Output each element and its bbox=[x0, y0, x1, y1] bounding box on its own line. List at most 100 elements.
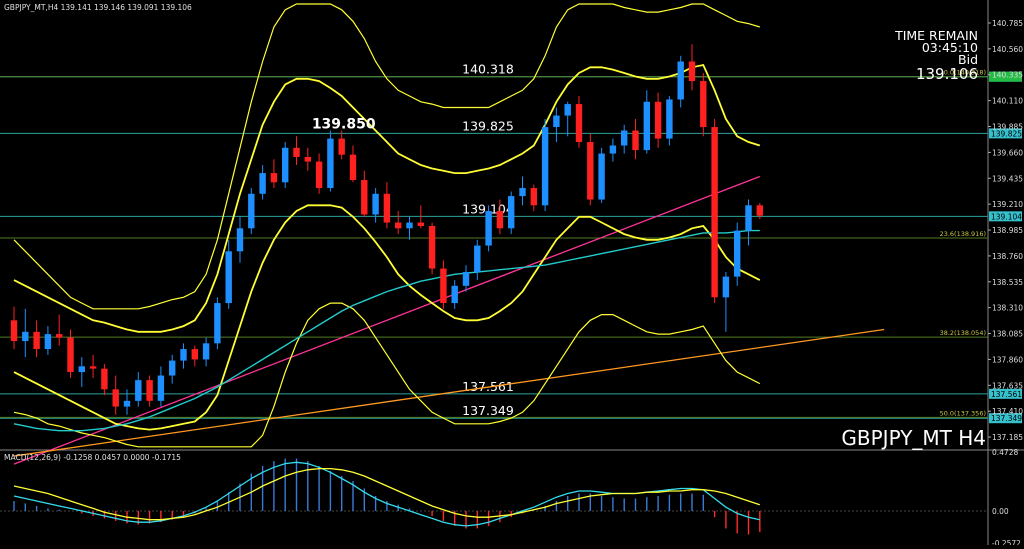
level-price-tag-text: 139.825 bbox=[991, 129, 1022, 138]
candle-body bbox=[745, 205, 752, 231]
candle-body bbox=[609, 145, 617, 154]
fib-label: 38.2(138.054) bbox=[940, 329, 986, 337]
candle-body bbox=[666, 99, 673, 139]
candle-body bbox=[180, 349, 187, 361]
moving-average bbox=[13, 229, 760, 432]
candle-body bbox=[327, 138, 334, 189]
macd-tick-label: 0.4728 bbox=[992, 448, 1018, 457]
candle-body bbox=[101, 368, 108, 390]
level-label: 140.318 bbox=[462, 62, 514, 77]
candle-body bbox=[451, 285, 458, 304]
candle-body bbox=[146, 380, 153, 401]
high-annotation: 139.850 bbox=[312, 117, 376, 133]
price-tick-label: 140.110 bbox=[992, 97, 1023, 106]
bid-label: Bid bbox=[958, 52, 978, 67]
candle-body bbox=[135, 380, 142, 401]
candle-body bbox=[632, 130, 639, 151]
price-tick-label: 138.535 bbox=[992, 278, 1023, 287]
candle-body bbox=[225, 251, 232, 304]
candle-body bbox=[293, 147, 300, 157]
level-price-tag-text: 137.349 bbox=[991, 414, 1022, 423]
candle-body bbox=[191, 349, 198, 360]
candle-body bbox=[711, 127, 718, 298]
price-tick-label: 138.985 bbox=[992, 226, 1023, 235]
bid-value: 139.106 bbox=[916, 65, 978, 83]
price-tick-label: 140.785 bbox=[992, 19, 1023, 28]
candle-body bbox=[282, 147, 289, 183]
price-tick-label: 137.410 bbox=[992, 407, 1023, 416]
macd-signal-line bbox=[13, 467, 761, 521]
candle-body bbox=[530, 188, 537, 206]
candle-body bbox=[10, 320, 18, 342]
bollinger-upper-inner bbox=[13, 63, 761, 333]
price-tick-label: 140.335 bbox=[992, 71, 1023, 80]
price-tick-label: 137.185 bbox=[992, 433, 1023, 442]
candle-body bbox=[734, 230, 741, 277]
candle-body bbox=[564, 104, 571, 116]
candle-body bbox=[474, 245, 481, 273]
level-price-tag bbox=[989, 211, 1022, 222]
candle-body bbox=[361, 179, 368, 215]
price-tick-label: 138.310 bbox=[992, 304, 1023, 313]
candle-body bbox=[553, 115, 560, 128]
candle-body bbox=[621, 130, 628, 146]
candle-body bbox=[248, 193, 255, 229]
symbol-watermark: GBPJPY_MT H4 bbox=[841, 426, 986, 450]
price-tick-label: 139.210 bbox=[992, 200, 1023, 209]
price-tick-label: 137.635 bbox=[992, 381, 1023, 390]
candle-body bbox=[541, 127, 549, 206]
macd-tick-label: -0.2572 bbox=[992, 539, 1021, 545]
candle-body bbox=[157, 375, 165, 401]
candle-body bbox=[700, 81, 707, 128]
candle-body bbox=[519, 188, 526, 197]
macd-label: MACD(12,26,9) -0.1258 0.0457 0.0000 -0.1… bbox=[4, 453, 181, 462]
candle-body bbox=[654, 101, 662, 139]
candle-body bbox=[508, 196, 515, 229]
candle-body bbox=[406, 222, 413, 229]
price-tick-label: 139.660 bbox=[992, 148, 1023, 157]
bollinger-lower-outer bbox=[13, 302, 761, 448]
level-price-tag-text: 139.104 bbox=[991, 212, 1022, 221]
candle-body bbox=[169, 360, 176, 376]
candle-body bbox=[33, 331, 40, 350]
candle-body bbox=[202, 343, 210, 360]
candle-body bbox=[259, 173, 266, 194]
time-remain-value: 03:45:10 bbox=[922, 40, 978, 55]
candle-body bbox=[722, 276, 730, 298]
candle-body bbox=[338, 138, 345, 155]
bollinger-upper-outer bbox=[13, 3, 760, 310]
level-label: 137.349 bbox=[462, 403, 514, 418]
macd-tick-label: 0.00 bbox=[992, 507, 1009, 516]
trendline bbox=[13, 175, 761, 465]
candle-body bbox=[575, 104, 583, 143]
candle-body bbox=[440, 268, 447, 304]
candle-body bbox=[688, 61, 696, 82]
price-tick-label: 140.560 bbox=[992, 45, 1023, 54]
candle-body bbox=[383, 193, 391, 223]
trendline bbox=[13, 328, 885, 457]
level-price-tag bbox=[989, 128, 1022, 139]
candle-body bbox=[349, 154, 357, 180]
candle-body bbox=[315, 161, 323, 189]
candle-body bbox=[270, 173, 278, 183]
bollinger-lower-inner bbox=[13, 204, 761, 431]
candle-body bbox=[496, 211, 504, 229]
candle-body bbox=[428, 226, 436, 269]
candle-body bbox=[304, 156, 311, 162]
candle-body bbox=[123, 400, 131, 407]
candle-body bbox=[677, 61, 684, 100]
candle-body bbox=[462, 272, 470, 286]
level-price-tag bbox=[989, 413, 1022, 424]
price-tick-label: 138.085 bbox=[992, 330, 1023, 339]
price-tick-label: 139.435 bbox=[992, 174, 1023, 183]
symbol-info: GBPJPY_MT,H4 139.141 139.146 139.091 139… bbox=[4, 3, 192, 12]
candle-body bbox=[395, 222, 402, 229]
candle-body bbox=[89, 366, 97, 369]
level-price-tag bbox=[989, 388, 1022, 399]
candle-body bbox=[67, 337, 74, 373]
candle-body bbox=[112, 389, 119, 407]
candle-body bbox=[643, 101, 650, 151]
level-label: 139.825 bbox=[462, 118, 514, 133]
candle-body bbox=[22, 331, 29, 342]
candle-body bbox=[372, 193, 379, 215]
